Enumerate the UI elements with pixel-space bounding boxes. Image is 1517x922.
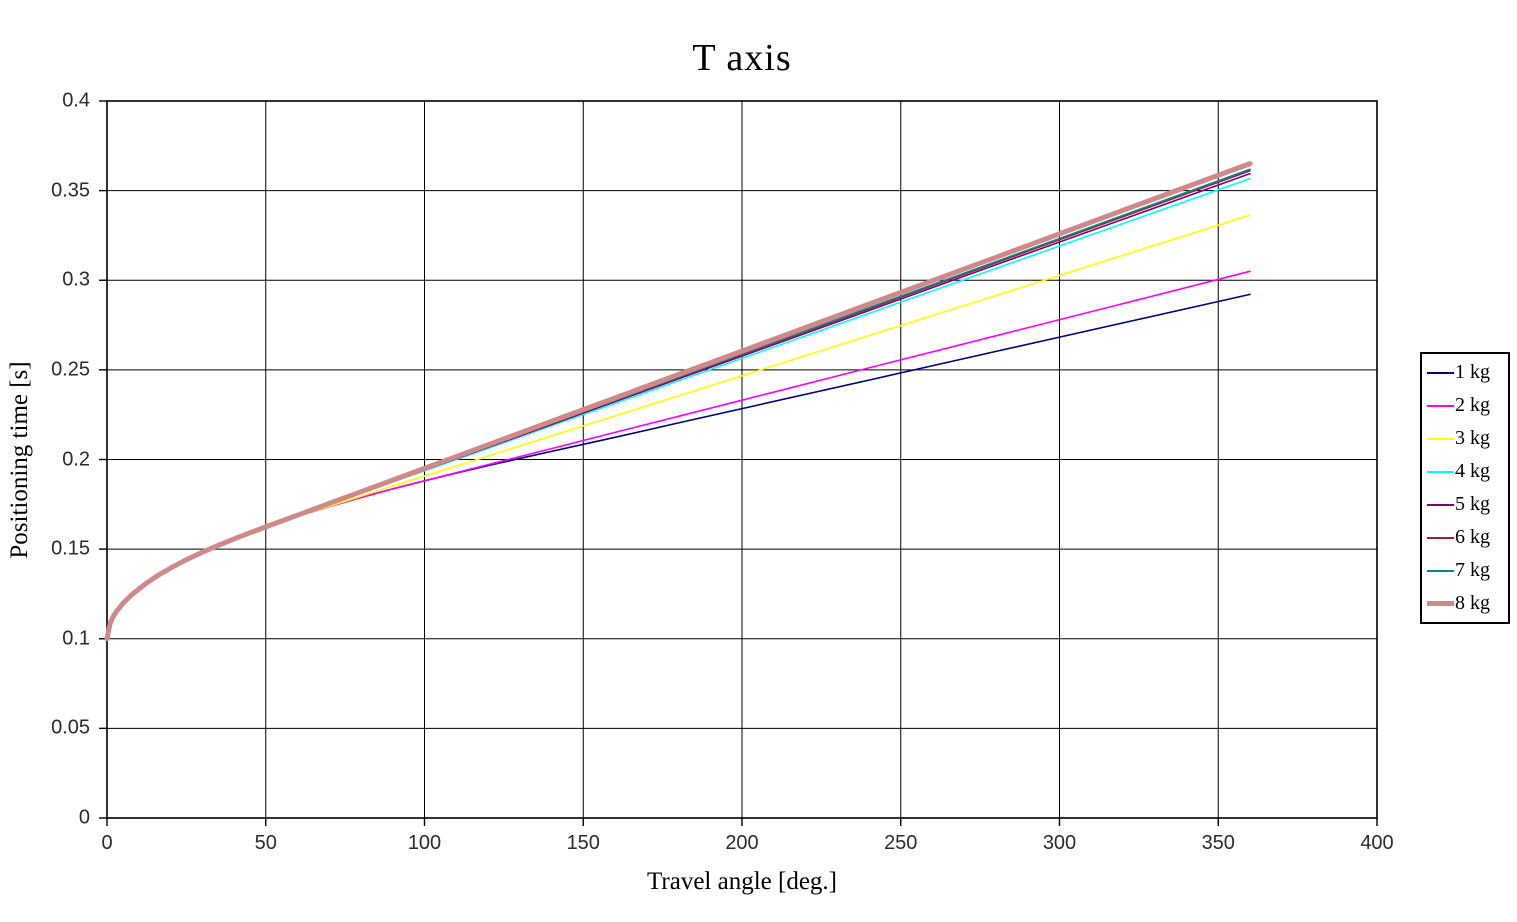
legend-item: 2 kg xyxy=(1427,394,1508,417)
series-line-4kg xyxy=(106,177,1251,640)
legend-item: 5 kg xyxy=(1427,493,1508,516)
legend-item: 6 kg xyxy=(1427,526,1508,549)
legend-line-swatch xyxy=(1427,601,1454,606)
legend-item: 8 kg xyxy=(1427,592,1508,615)
series-line-6kg xyxy=(106,169,1251,640)
legend: 1 kg 2 kg 3 kg 4 kg 5 kg 6 kg 7 kg 8 kg xyxy=(1420,352,1510,624)
x-axis-title: Travel angle [deg.] xyxy=(647,868,837,895)
legend-label: 5 kg xyxy=(1455,493,1490,515)
x-tick-label: 150 xyxy=(566,832,600,854)
y-tick-label: 0.1 xyxy=(62,627,90,650)
legend-line-swatch xyxy=(1427,503,1454,506)
legend-line-swatch xyxy=(1427,404,1454,407)
legend-label: 4 kg xyxy=(1455,460,1490,482)
x-tick-label: 0 xyxy=(101,832,113,854)
y-tick-label: 0.25 xyxy=(51,358,90,381)
x-tick-label: 100 xyxy=(407,832,442,854)
y-tick-label: 0.15 xyxy=(51,537,90,560)
y-tick-label: 0 xyxy=(78,806,90,829)
legend-item: 1 kg xyxy=(1427,361,1508,384)
legend-item: 4 kg xyxy=(1427,460,1508,483)
legend-label: 3 kg xyxy=(1455,427,1490,449)
legend-item: 3 kg xyxy=(1427,427,1508,450)
legend-label: 8 kg xyxy=(1455,592,1490,614)
y-tick-label: 0.2 xyxy=(62,448,90,470)
legend-item: 7 kg xyxy=(1427,559,1508,582)
series-line-5kg xyxy=(106,172,1251,640)
x-tick-label: 300 xyxy=(1042,832,1077,854)
x-tick-label: 200 xyxy=(725,832,759,854)
y-tick-label: 0.4 xyxy=(62,89,90,112)
series-line-2kg xyxy=(106,270,1251,640)
plot-border xyxy=(106,100,1378,819)
x-tick-label: 250 xyxy=(884,832,918,854)
legend-line-swatch xyxy=(1427,569,1454,572)
x-tick-label: 350 xyxy=(1201,832,1235,854)
legend-label: 2 kg xyxy=(1455,394,1490,416)
legend-label: 1 kg xyxy=(1455,361,1490,383)
series-line-1kg xyxy=(106,293,1251,640)
legend-line-swatch xyxy=(1427,470,1454,473)
y-tick-label: 0.35 xyxy=(51,179,90,202)
legend-label: 7 kg xyxy=(1455,559,1490,581)
legend-line-swatch xyxy=(1427,437,1454,440)
y-tick-label: 0.3 xyxy=(62,268,90,291)
y-tick-label: 0.05 xyxy=(51,716,90,739)
x-tick-label: 400 xyxy=(1360,832,1394,854)
series-line-3kg xyxy=(106,214,1251,640)
legend-line-swatch xyxy=(1427,536,1454,539)
legend-label: 6 kg xyxy=(1455,526,1490,548)
x-tick-label: 50 xyxy=(254,832,277,854)
legend-line-swatch xyxy=(1427,371,1454,374)
series-line-8kg xyxy=(104,161,1253,642)
chart-title: T axis xyxy=(692,37,792,79)
